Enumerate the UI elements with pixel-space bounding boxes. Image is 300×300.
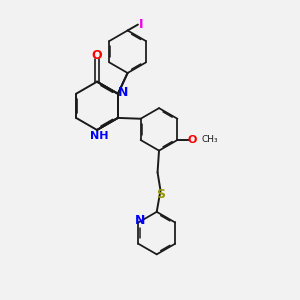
Text: N: N xyxy=(117,86,128,99)
Text: O: O xyxy=(92,49,102,62)
Text: S: S xyxy=(156,188,165,201)
Text: CH₃: CH₃ xyxy=(202,136,218,145)
Text: O: O xyxy=(187,135,196,145)
Text: N: N xyxy=(135,214,145,226)
Text: NH: NH xyxy=(90,131,108,142)
Text: I: I xyxy=(139,18,144,31)
